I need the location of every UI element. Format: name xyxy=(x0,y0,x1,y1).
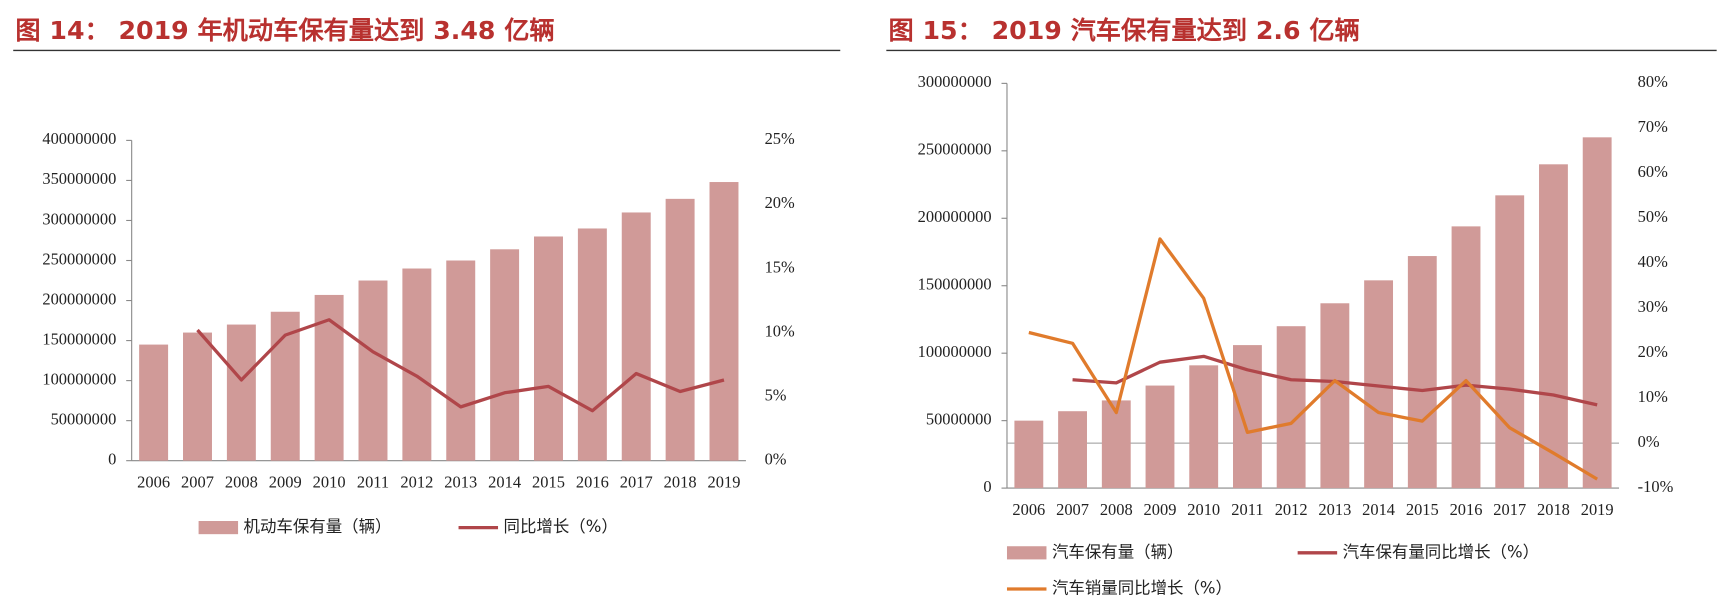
bar xyxy=(621,212,651,461)
legend-label: 机动车保有量（辆） xyxy=(244,517,392,536)
bar xyxy=(1407,256,1437,489)
legend-label: 汽车保有量（辆） xyxy=(1052,542,1184,561)
bar xyxy=(709,182,739,461)
bar xyxy=(1495,195,1525,489)
y-tick-label: 250000000 xyxy=(42,249,116,268)
y-tick-label: 250000000 xyxy=(918,140,992,159)
x-tick-label: 2019 xyxy=(1581,500,1614,519)
y2-tick-label: 40% xyxy=(1638,252,1668,271)
bar xyxy=(1058,411,1087,489)
y2-tick-label: 10% xyxy=(1638,387,1668,406)
x-tick-label: 2016 xyxy=(576,472,609,491)
x-tick-label: 2017 xyxy=(1493,500,1526,519)
y-tick-label: 0 xyxy=(983,477,991,496)
y2-tick-label: 0% xyxy=(1638,432,1660,451)
y-tick-label: 300000000 xyxy=(42,209,116,228)
bar xyxy=(183,332,212,461)
chart-title: 图 14： 2019 年机动车保有量达到 3.48 亿辆 xyxy=(15,16,554,45)
x-tick-label: 2019 xyxy=(708,472,741,491)
x-tick-label: 2008 xyxy=(1100,500,1133,519)
y-tick-label: 350000000 xyxy=(42,169,116,188)
line xyxy=(1028,237,1599,481)
bar xyxy=(1145,385,1175,489)
x-tick-label: 2014 xyxy=(1362,500,1395,519)
x-tick-label: 2010 xyxy=(313,472,346,491)
x-tick-label: 2006 xyxy=(1012,500,1045,519)
x-tick-label: 2015 xyxy=(532,472,565,491)
bar xyxy=(1101,400,1131,489)
x-tick-label: 2013 xyxy=(1318,500,1351,519)
bar xyxy=(1189,365,1219,489)
bar xyxy=(577,228,607,461)
bar xyxy=(1014,420,1044,489)
y-tick-label: 200000000 xyxy=(42,289,116,308)
y-tick-label: 150000000 xyxy=(918,275,992,294)
x-tick-label: 2007 xyxy=(1056,500,1089,519)
y2-tick-label: 0% xyxy=(765,449,787,468)
x-tick-label: 2007 xyxy=(181,472,214,491)
x-tick-label: 2018 xyxy=(1537,500,1570,519)
bar xyxy=(665,198,695,461)
line xyxy=(196,318,725,413)
bar xyxy=(402,268,432,461)
y2-tick-label: 15% xyxy=(765,257,795,276)
x-tick-label: 2011 xyxy=(1231,500,1263,519)
legend-swatch xyxy=(1006,546,1047,560)
bar xyxy=(446,260,476,461)
y2-tick-label: 25% xyxy=(765,129,795,148)
y-tick-label: 50000000 xyxy=(51,409,117,428)
x-tick-label: 2006 xyxy=(137,472,170,491)
y2-tick-label: 30% xyxy=(1638,297,1668,316)
y2-tick-label: -10% xyxy=(1638,477,1674,496)
chart-title: 图 15： 2019 汽车保有量达到 2.6 亿辆 xyxy=(889,16,1360,45)
y-tick-label: 400000000 xyxy=(42,129,116,148)
bar xyxy=(1539,164,1568,489)
y2-tick-label: 20% xyxy=(1638,342,1668,361)
y-tick-label: 200000000 xyxy=(918,207,992,226)
bar xyxy=(1320,303,1350,489)
y2-tick-label: 60% xyxy=(1638,162,1668,181)
x-tick-label: 2011 xyxy=(357,472,389,491)
x-tick-label: 2009 xyxy=(1144,500,1177,519)
x-tick-label: 2016 xyxy=(1450,500,1483,519)
y-tick-label: 50000000 xyxy=(926,409,992,428)
x-tick-label: 2008 xyxy=(225,472,258,491)
bar xyxy=(1276,326,1306,489)
legend-swatch xyxy=(198,521,239,535)
y2-tick-label: 50% xyxy=(1638,207,1668,226)
legend-label: 同比增长（%） xyxy=(504,517,618,536)
legend-label: 汽车销量同比增长（%） xyxy=(1052,579,1232,598)
x-tick-label: 2010 xyxy=(1187,500,1220,519)
y2-tick-label: 20% xyxy=(765,193,795,212)
y2-tick-label: 5% xyxy=(765,385,787,404)
bar xyxy=(1582,137,1612,489)
y-tick-label: 0 xyxy=(108,449,116,468)
y2-tick-label: 70% xyxy=(1638,117,1668,136)
x-tick-label: 2014 xyxy=(488,472,521,491)
x-tick-label: 2009 xyxy=(269,472,302,491)
y-tick-label: 300000000 xyxy=(918,72,992,91)
y-tick-label: 100000000 xyxy=(42,369,116,388)
x-tick-label: 2015 xyxy=(1406,500,1439,519)
bar xyxy=(534,236,563,461)
legend-label: 汽车保有量同比增长（%） xyxy=(1343,542,1539,561)
x-tick-label: 2018 xyxy=(664,472,697,491)
bar xyxy=(490,249,520,461)
x-tick-label: 2017 xyxy=(620,472,653,491)
x-tick-label: 2012 xyxy=(1275,500,1308,519)
x-tick-label: 2012 xyxy=(400,472,433,491)
x-tick-label: 2013 xyxy=(444,472,477,491)
bar xyxy=(226,324,256,461)
y-tick-label: 150000000 xyxy=(42,329,116,348)
y2-tick-label: 80% xyxy=(1638,72,1668,91)
bar xyxy=(139,344,169,461)
y2-tick-label: 10% xyxy=(765,321,795,340)
bar xyxy=(1451,226,1481,489)
y-tick-label: 100000000 xyxy=(918,342,992,361)
bar xyxy=(358,280,388,461)
